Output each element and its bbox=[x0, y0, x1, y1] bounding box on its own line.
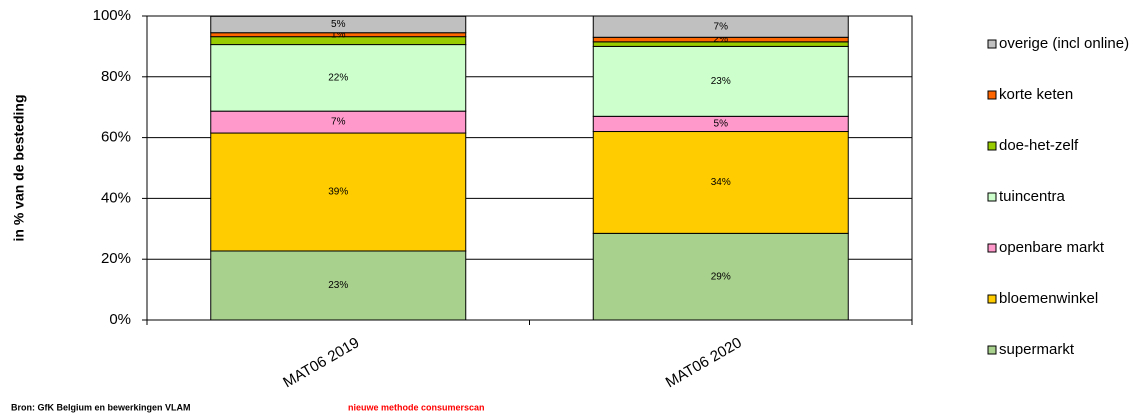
bar-segment bbox=[210, 15, 467, 34]
legend-swatch bbox=[987, 345, 997, 355]
data-label: 39% bbox=[328, 187, 348, 198]
legend-swatch bbox=[987, 141, 997, 151]
legend-swatch bbox=[987, 192, 997, 202]
x-tick-label: MAT06 2020 bbox=[663, 334, 745, 391]
bar-segment bbox=[592, 15, 849, 38]
data-label: 23% bbox=[711, 76, 731, 87]
data-label: 34% bbox=[711, 177, 731, 188]
data-label: 1% bbox=[331, 29, 346, 40]
method-note: nieuwe methode consumerscan bbox=[348, 402, 485, 412]
data-label: 22% bbox=[328, 73, 348, 84]
data-label: 7% bbox=[714, 21, 729, 32]
legend-label: openbare markt bbox=[999, 239, 1105, 256]
y-tick-label: 80% bbox=[101, 68, 131, 85]
data-label: 29% bbox=[711, 271, 731, 282]
legend-label: supermarkt bbox=[999, 341, 1075, 358]
data-label: 5% bbox=[331, 19, 346, 30]
data-label: 7% bbox=[331, 117, 346, 128]
y-tick-label: 100% bbox=[93, 7, 131, 24]
legend-label: tuincentra bbox=[999, 188, 1066, 205]
bar-segment bbox=[210, 132, 467, 252]
data-label: 5% bbox=[714, 119, 729, 130]
y-tick-label: 0% bbox=[109, 311, 131, 328]
x-tick-label: MAT06 2019 bbox=[280, 334, 362, 391]
y-tick-label: 20% bbox=[101, 250, 131, 267]
y-axis-label: in % van de besteding bbox=[11, 94, 27, 241]
legend-swatch bbox=[987, 294, 997, 304]
legend-label: overige (incl online) bbox=[999, 35, 1129, 52]
y-tick-label: 60% bbox=[101, 129, 131, 146]
legend-swatch bbox=[987, 243, 997, 253]
bar-segment bbox=[592, 131, 849, 234]
legend-label: doe-het-zelf bbox=[999, 137, 1079, 154]
legend-label: korte keten bbox=[999, 86, 1073, 103]
data-label: 23% bbox=[328, 280, 348, 291]
legend-swatch bbox=[987, 39, 997, 49]
bar-segment bbox=[210, 250, 467, 321]
legend-swatch bbox=[987, 90, 997, 100]
data-label: 2% bbox=[714, 34, 729, 45]
bar-segment bbox=[592, 45, 849, 117]
legend-label: bloemenwinkel bbox=[999, 290, 1098, 307]
source-note: Bron: GfK Belgium en bewerkingen VLAM bbox=[11, 402, 191, 412]
bar-segment bbox=[210, 44, 467, 112]
y-tick-label: 40% bbox=[101, 189, 131, 206]
